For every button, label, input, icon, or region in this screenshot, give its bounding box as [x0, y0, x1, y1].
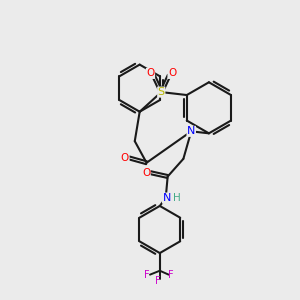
Text: O: O	[142, 168, 150, 178]
Text: F: F	[144, 270, 150, 280]
Text: O: O	[168, 68, 176, 78]
Text: N: N	[187, 126, 195, 136]
Text: N: N	[163, 193, 171, 203]
Text: O: O	[146, 68, 154, 78]
Text: F: F	[168, 270, 173, 280]
Text: O: O	[121, 153, 129, 163]
Text: F: F	[155, 275, 161, 286]
Text: H: H	[172, 193, 180, 203]
Text: S: S	[158, 87, 165, 97]
